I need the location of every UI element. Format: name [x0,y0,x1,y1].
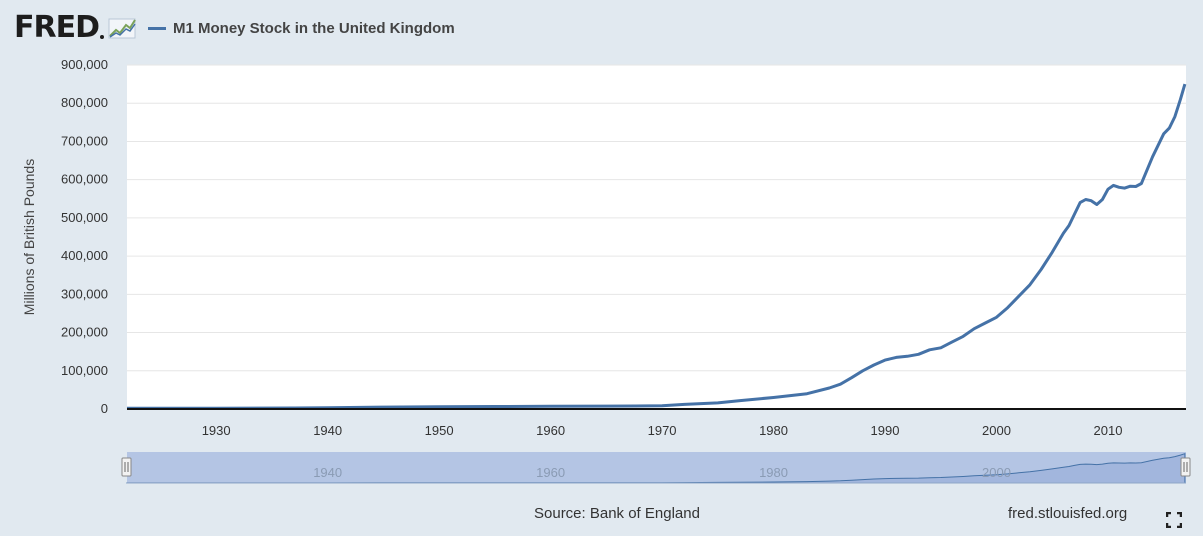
range-navigator[interactable]: 1940 1960 1980 2000 [121,452,1191,484]
y-axis-label: Millions of British Pounds [21,159,37,315]
x-tick-label: 1960 [536,423,565,438]
chart-header: FRED M1 Money Stock in the United Kingdo… [14,10,455,46]
navigator-tick-label: 1960 [536,465,565,480]
y-tick-labels: 0 100,000 200,000 300,000 400,000 500,000 600,… [61,57,108,416]
x-tick-label: 1970 [648,423,677,438]
navigator-handle-left[interactable] [121,457,132,477]
y-tick-label: 400,000 [61,248,108,263]
y-tick-label: 600,000 [61,172,108,187]
y-tick-label: 800,000 [61,95,108,110]
y-tick-label: 200,000 [61,325,108,340]
x-tick-label: 1940 [313,423,342,438]
series-line[interactable] [126,83,1187,410]
x-tick-label: 2000 [982,423,1011,438]
navigator-tick-label: 2000 [982,465,1011,480]
source-note: Source: Bank of England [534,505,700,522]
plot-area [127,65,1186,409]
y-tick-label: 300,000 [61,286,108,301]
fullscreen-icon[interactable] [1166,512,1182,528]
logo-dot [100,35,104,39]
line-chart-icon [108,18,136,39]
y-tick-label: 900,000 [61,57,108,72]
navigator-tick-labels: 1940 1960 1980 2000 [313,465,1011,480]
navigator-handle-right[interactable] [1180,457,1191,477]
y-tick-label: 500,000 [61,210,108,225]
y-tick-label: 0 [101,401,108,416]
x-tick-label: 1980 [759,423,788,438]
legend-label: M1 Money Stock in the United Kingdom [173,19,455,37]
chart-legend[interactable]: M1 Money Stock in the United Kingdom [148,20,455,37]
fred-url-link[interactable]: fred.stlouisfed.org [1008,505,1128,522]
x-tick-label: 1990 [871,423,900,438]
legend-swatch [148,26,166,30]
fred-logo[interactable]: FRED [14,10,100,45]
x-tick-label: 2010 [1094,423,1123,438]
x-tick-labels: 1930 1940 1950 1960 1970 1980 1990 2000 2010 [202,423,1123,438]
x-tick-label: 1950 [425,423,454,438]
chart-svg: 0 100,000 200,000 300,000 400,000 500,000 600,… [21,57,1191,484]
y-tick-label: 100,000 [61,363,108,378]
x-tick-label: 1930 [202,423,231,438]
navigator-tick-label: 1940 [313,465,342,480]
y-tick-label: 700,000 [61,133,108,148]
navigator-tick-label: 1980 [759,465,788,480]
y-gridlines [127,64,1186,372]
